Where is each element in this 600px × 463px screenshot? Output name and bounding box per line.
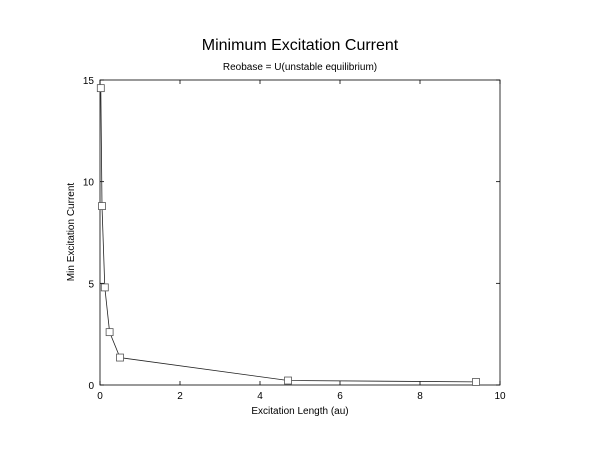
x-tick-label-2: 4 [257, 391, 263, 402]
y-axis-ticks: 0 5 10 15 [83, 76, 500, 392]
x-tick-label-0: 0 [97, 391, 103, 402]
data-point-0-0 [96, 84, 105, 93]
data-point-0-3 [105, 328, 114, 337]
y-tick-label-2: 10 [83, 178, 95, 189]
chart-title: Minimum Excitation Current [202, 37, 399, 54]
chart-subtitle: Reobase = U(unstable equilibrium) [223, 62, 377, 73]
x-tick-label-4: 8 [417, 391, 423, 402]
x-tick-label-1: 2 [177, 391, 183, 402]
x-axis-label: Excitation Length (au) [251, 406, 348, 417]
series-layer [96, 84, 480, 386]
x-axis-ticks: 0 2 4 6 8 10 [97, 80, 506, 402]
y-tick-label-3: 15 [83, 76, 95, 87]
data-point-0-4 [116, 353, 124, 362]
plot-frame [99, 79, 501, 386]
data-point-0-5 [284, 376, 292, 385]
x-tick-label-3: 6 [337, 391, 343, 402]
x-tick-label-5: 10 [494, 391, 506, 402]
series-line-0 [100, 88, 477, 383]
y-axis-label: Min Excitation Current [66, 183, 77, 282]
data-point-0-6 [472, 378, 480, 386]
y-tick-label-0: 0 [88, 381, 94, 392]
data-point-0-1 [98, 202, 106, 210]
y-tick-label-1: 5 [88, 279, 94, 290]
data-point-0-2 [100, 283, 109, 292]
